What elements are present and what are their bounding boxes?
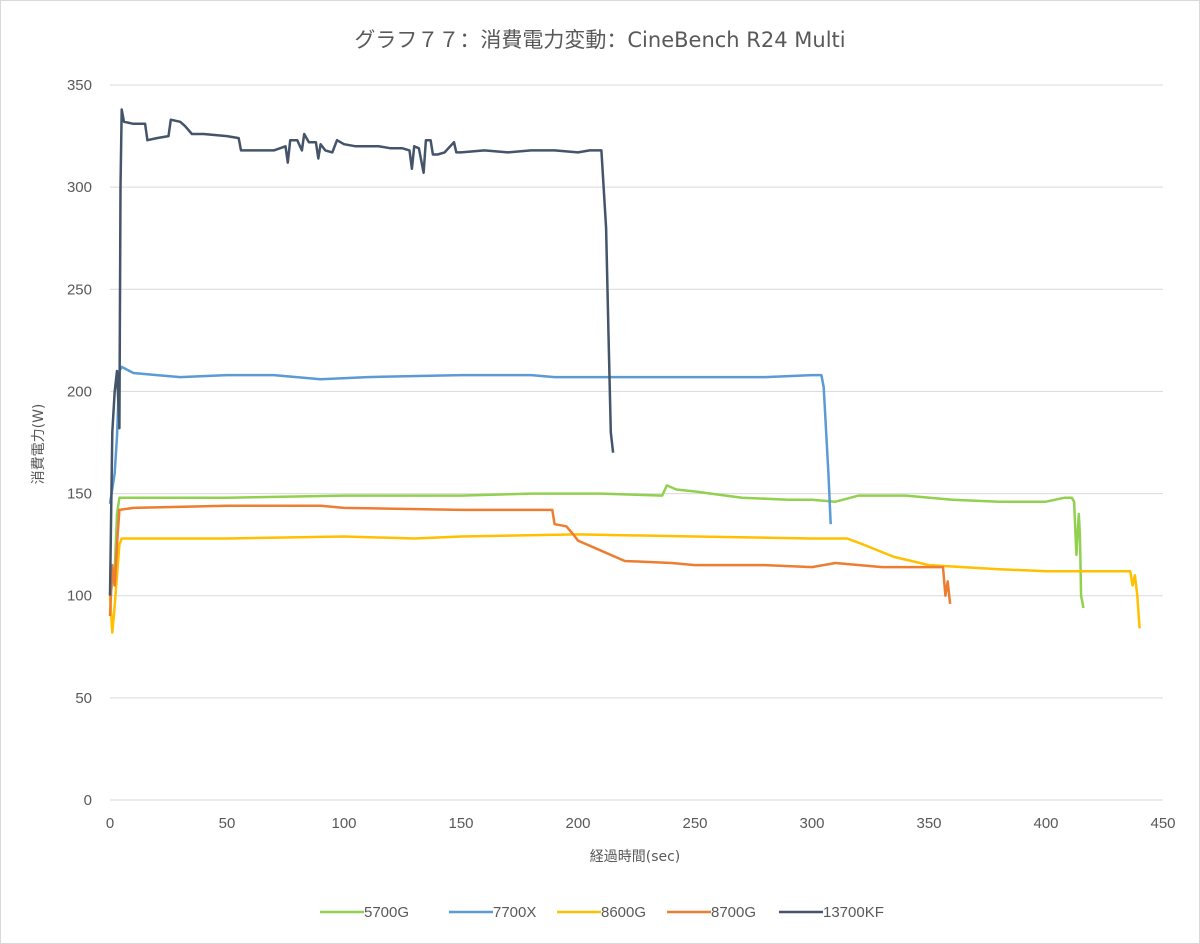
series-lines xyxy=(108,108,1141,634)
legend-label-13700KF: 13700KF xyxy=(823,904,884,921)
legend-label-8600G: 8600G xyxy=(601,904,646,921)
legend-label-7700X: 7700X xyxy=(493,904,536,921)
y-tick-label: 200 xyxy=(67,383,92,400)
y-tick-label: 0 xyxy=(84,792,92,809)
x-tick-label: 250 xyxy=(682,815,707,832)
y-axis-label: 消費電力(W) xyxy=(31,404,47,485)
legend-label-8700G: 8700G xyxy=(711,904,756,921)
x-tick-label: 0 xyxy=(106,815,114,832)
x-tick-label: 100 xyxy=(331,815,356,832)
series-line-8600G xyxy=(108,533,1141,634)
x-tick-label: 350 xyxy=(916,815,941,832)
y-tick-label: 150 xyxy=(67,486,92,503)
series-line-13700KF xyxy=(108,108,615,596)
legend-label-5700G: 5700G xyxy=(364,904,409,921)
y-tick-label: 300 xyxy=(67,179,92,196)
y-tick-labels: 0 50 100 150 200 250 300 350 xyxy=(67,77,92,809)
x-tick-label: 50 xyxy=(219,815,236,832)
x-tick-labels: 0 50 100 150 200 250 300 350 400 450 xyxy=(106,815,1176,832)
y-tick-label: 350 xyxy=(67,77,92,94)
x-axis-label: 経過時間(sec) xyxy=(590,849,681,865)
x-tick-label: 200 xyxy=(565,815,590,832)
x-tick-label: 150 xyxy=(448,815,473,832)
y-tick-label: 250 xyxy=(67,281,92,298)
x-tick-label: 450 xyxy=(1150,815,1175,832)
series-line-5700G xyxy=(108,484,1085,609)
x-tick-label: 300 xyxy=(799,815,824,832)
series-line-8700G xyxy=(108,504,952,617)
series-line-7700X xyxy=(108,365,832,525)
x-tick-label: 400 xyxy=(1033,815,1058,832)
grid-lines xyxy=(110,84,1163,801)
y-tick-label: 50 xyxy=(75,690,92,707)
y-tick-label: 100 xyxy=(67,588,92,605)
chart-title: グラフ７７：消費電力変動：CineBench R24 Multi xyxy=(354,28,845,52)
legend: 5700G 7700X 8600G 8700G 13700KF xyxy=(320,904,884,921)
